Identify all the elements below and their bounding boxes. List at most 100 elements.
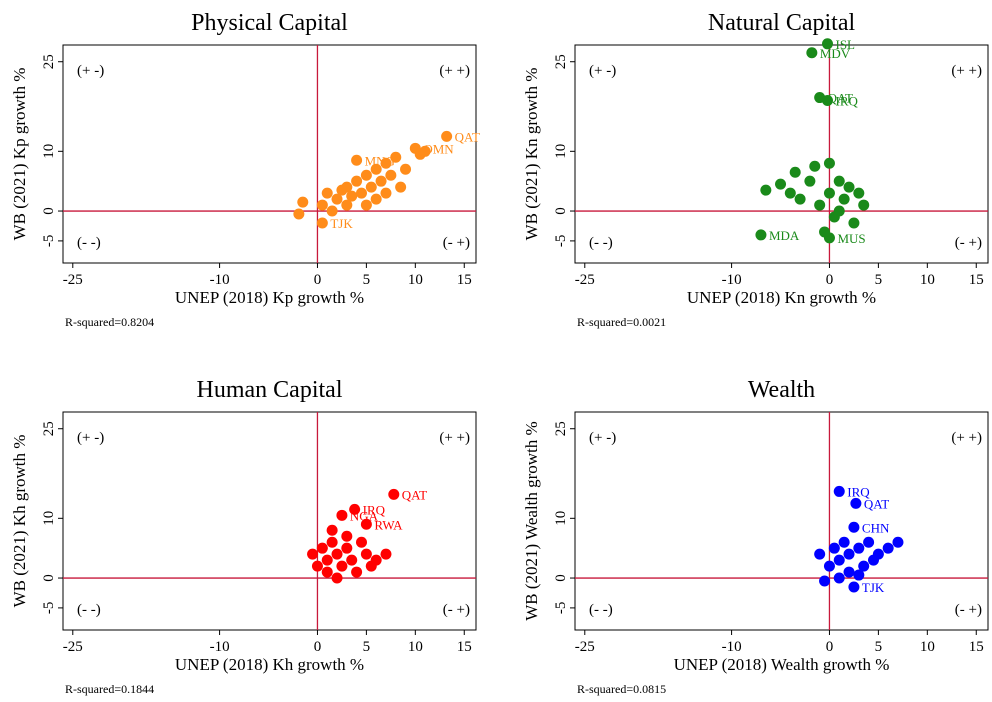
scatter-point: [882, 542, 894, 554]
scatter-point: [755, 229, 767, 241]
scatter-point: [388, 488, 400, 500]
panel: Human Capital -25 -10 0 5 10 15 -5 0 10 25 UNEP (20…: [10, 377, 477, 696]
scatter-point: [390, 151, 402, 163]
scatter-point: [331, 548, 343, 560]
x-tick-label: 10: [920, 272, 935, 288]
point-label: ISL: [835, 37, 855, 52]
point-label: QAT: [864, 496, 889, 511]
scatter-point: [794, 193, 806, 205]
scatter-point: [326, 524, 338, 536]
scatter-point: [789, 166, 801, 178]
scatter-point: [760, 184, 772, 196]
quadrant-label: (+ -): [77, 430, 104, 446]
scatter-point: [293, 208, 305, 220]
scatter-point: [850, 497, 862, 509]
scatter-point: [819, 575, 831, 587]
panel-title: Physical Capital: [191, 10, 348, 36]
y-tick-label: 0: [553, 207, 569, 215]
y-axis-label: WB (2021) Kp growth %: [10, 68, 29, 241]
scatter-point: [360, 169, 372, 181]
quadrant-label: (+ +): [439, 63, 470, 79]
scatter-point: [784, 187, 796, 199]
x-tick-label: 10: [408, 272, 423, 288]
scatter-point: [819, 226, 831, 238]
x-tick-label: -10: [210, 272, 230, 288]
point-label: QAT: [455, 129, 480, 144]
scatter-point: [775, 178, 787, 190]
x-axis-label: UNEP (2018) Wealth growth %: [674, 655, 890, 674]
scatter-point: [321, 554, 333, 566]
quadrant-label: (- -): [589, 602, 613, 618]
scatter-point: [400, 163, 412, 175]
scatter-point: [892, 536, 904, 548]
x-axis-label: UNEP (2018) Kn growth %: [687, 288, 876, 307]
y-tick-label: 0: [41, 207, 57, 215]
x-tick-label: 0: [314, 639, 322, 655]
scatter-point: [804, 175, 816, 187]
y-tick-label: 10: [553, 144, 569, 159]
point-label: MDA: [769, 228, 800, 243]
y-tick-label: -5: [553, 602, 569, 615]
scatter-point: [385, 169, 397, 181]
quadrant-label: (+ +): [951, 430, 982, 446]
scatter-point: [349, 503, 361, 515]
quadrant-label: (- +): [443, 602, 470, 618]
scatter-point: [360, 548, 372, 560]
point-label: IRQ: [363, 502, 386, 517]
panel-title: Natural Capital: [708, 10, 856, 36]
scatter-point: [833, 554, 845, 566]
scatter-point: [833, 485, 845, 497]
scatter-point: [321, 566, 333, 578]
y-tick-label: 25: [553, 421, 569, 436]
scatter-point: [326, 536, 338, 548]
scatter-point: [370, 163, 382, 175]
x-tick-label: 5: [363, 272, 371, 288]
scatter-point: [843, 566, 855, 578]
scatter-point: [828, 542, 840, 554]
x-tick-label: 10: [920, 639, 935, 655]
quadrant-label: (- -): [77, 602, 101, 618]
scatter-point: [360, 199, 372, 211]
scatter-point: [321, 187, 333, 199]
y-tick-label: -5: [41, 235, 57, 248]
scatter-point: [316, 199, 328, 211]
y-axis-label: WB (2021) Kn growth %: [522, 68, 541, 241]
y-tick-label: 10: [553, 511, 569, 526]
scatter-point: [843, 181, 855, 193]
scatter-point: [863, 536, 875, 548]
scatter-point: [843, 548, 855, 560]
y-tick-label: 0: [553, 574, 569, 582]
scatter-point: [809, 160, 821, 172]
scatter-point: [331, 572, 343, 584]
x-tick-label: 10: [408, 639, 423, 655]
x-tick-label: 15: [969, 639, 984, 655]
scatter-point: [814, 199, 826, 211]
panel: Natural Capital -25 -10 0 5 10 15 -5 0 10 25 UNEP (…: [522, 10, 989, 329]
scatter-point: [297, 196, 309, 208]
scatter-point: [351, 566, 363, 578]
point-label: CHN: [862, 520, 890, 535]
point-label: IRQ: [835, 94, 858, 109]
y-axis-label: WB (2021) Wealth growth %: [522, 421, 541, 620]
scatter-point: [346, 190, 358, 202]
x-tick-label: -25: [575, 639, 595, 655]
point-label: IRQ: [847, 484, 870, 499]
scatter-point: [311, 560, 323, 572]
point-label: TJK: [330, 216, 353, 231]
scatter-point: [823, 187, 835, 199]
point-label: QAT: [402, 487, 427, 502]
scatter-point: [355, 187, 367, 199]
quadrant-label: (+ -): [589, 430, 616, 446]
x-tick-label: -25: [575, 272, 595, 288]
scatter-point: [853, 569, 865, 581]
panel-title: Human Capital: [197, 377, 343, 403]
scatter-point: [853, 542, 865, 554]
scatter-point: [858, 199, 870, 211]
scatter-point: [806, 47, 818, 59]
scatter-point: [331, 193, 343, 205]
scatter-point: [814, 548, 826, 560]
scatter-point: [380, 548, 392, 560]
point-label: RWA: [374, 517, 403, 532]
x-tick-label: -25: [63, 639, 83, 655]
y-tick-label: 10: [41, 144, 57, 159]
